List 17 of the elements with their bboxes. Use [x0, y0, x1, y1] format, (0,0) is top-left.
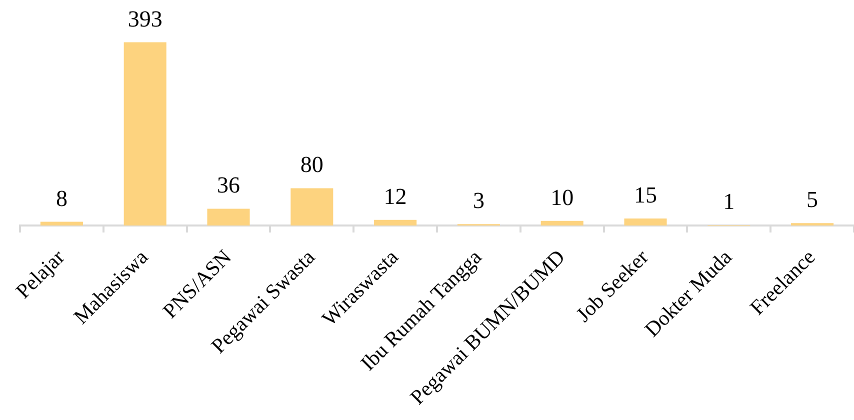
data-label: 15 — [634, 182, 657, 208]
bar — [40, 222, 83, 226]
bar — [124, 42, 166, 226]
data-label: 1 — [723, 189, 735, 214]
data-label: 3 — [472, 188, 484, 214]
data-label: 5 — [806, 187, 818, 212]
bar — [207, 208, 250, 226]
data-label: 8 — [56, 186, 68, 211]
bar — [374, 220, 417, 226]
data-label: 36 — [217, 172, 240, 198]
bar — [290, 188, 334, 226]
data-label: 12 — [384, 184, 407, 209]
data-label: 10 — [550, 184, 574, 210]
data-label: 80 — [300, 152, 324, 178]
data-label: 393 — [128, 6, 162, 32]
bar — [624, 218, 667, 226]
bar — [540, 220, 584, 226]
